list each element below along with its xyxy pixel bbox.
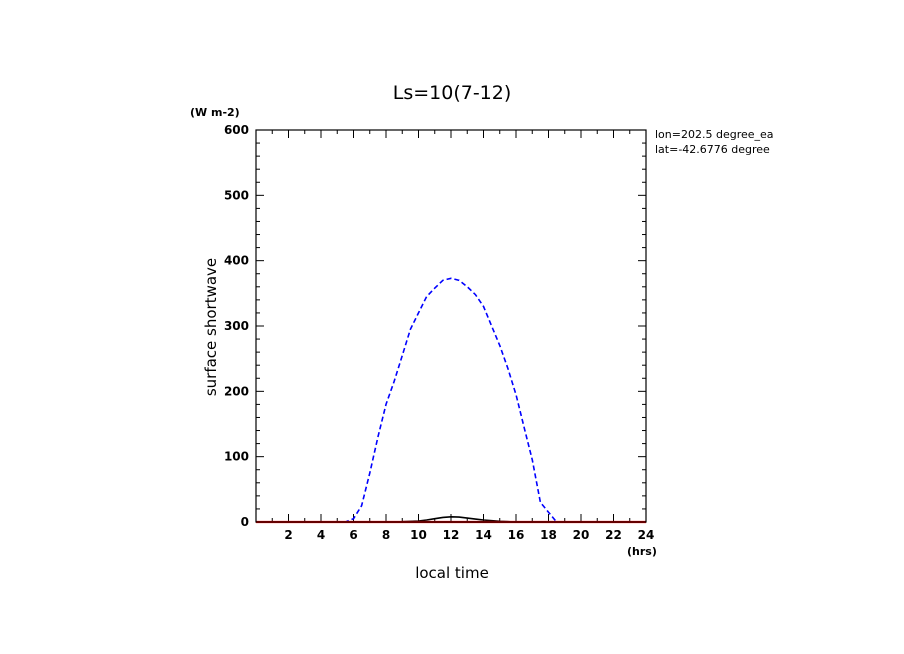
y-tick-label: 100: [224, 450, 249, 464]
x-tick-label: 24: [638, 528, 655, 542]
y-tick-label: 200: [224, 384, 249, 398]
x-tick-label: 10: [410, 528, 427, 542]
y-tick-label: 500: [224, 188, 249, 202]
y-axis-unit: (W m-2): [190, 106, 240, 119]
x-tick-label: 18: [540, 528, 557, 542]
x-tick-label: 6: [349, 528, 357, 542]
y-tick-label: 0: [241, 515, 249, 529]
data-series: [256, 277, 646, 524]
x-tick-label: 20: [573, 528, 590, 542]
chart-title: Ls=10(7-12): [393, 82, 512, 104]
x-tick-label: 16: [508, 528, 525, 542]
y-tick-label: 400: [224, 254, 249, 268]
lat-annotation: lat=-42.6776 degree: [655, 143, 770, 156]
series-line-1: [256, 277, 646, 523]
x-tick-label: 22: [605, 528, 622, 542]
plot-frame: [255, 129, 647, 523]
x-tick-label: 4: [317, 528, 325, 542]
x-tick-label: 12: [443, 528, 460, 542]
x-tick-label: 14: [475, 528, 492, 542]
lon-annotation: lon=202.5 degree_ea: [655, 128, 774, 141]
y-axis-label: surface shortwave: [202, 258, 220, 396]
x-tick-label: 2: [284, 528, 292, 542]
x-tick-label: 8: [382, 528, 390, 542]
x-axis-label: local time: [415, 564, 489, 582]
x-axis-unit: (hrs): [627, 545, 657, 558]
y-tick-label: 300: [224, 319, 249, 333]
y-tick-label: 600: [224, 123, 249, 137]
